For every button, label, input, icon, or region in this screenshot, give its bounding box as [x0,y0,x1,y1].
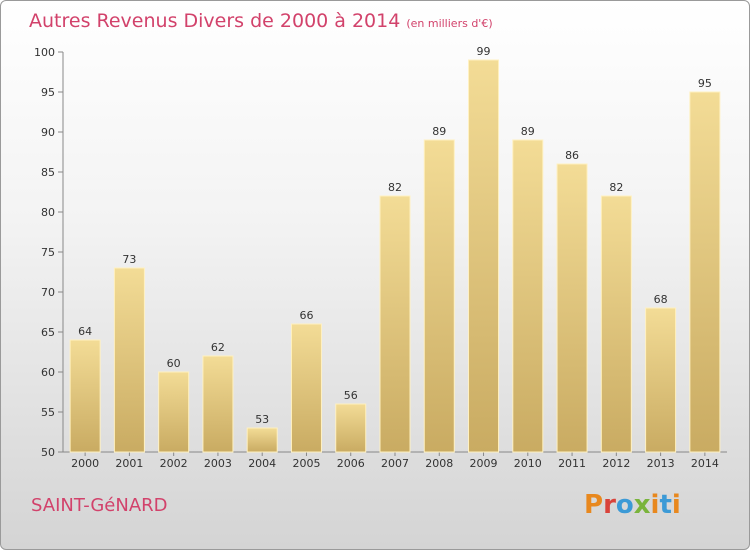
bar-value-label: 73 [122,253,136,266]
chart-labels: 64 2000 73 2001 60 2002 62 2003 53 2004 66 2005 56 20… [71,45,719,470]
bar-value-label: 82 [609,181,623,194]
bar [113,267,145,453]
bar-value-label: 53 [255,413,269,426]
bar-value-label: 82 [388,181,402,194]
x-tick-label: 2001 [115,457,143,470]
proxiti-logo[interactable]: Proxiti [584,490,681,520]
bar-value-label: 56 [344,389,358,402]
chart-title: Autres Revenus Divers de 2000 à 2014 [29,10,401,32]
chart-bars [69,59,721,453]
x-tick-label: 2000 [71,457,99,470]
bar [600,195,632,453]
y-tick-label: 90 [41,126,55,139]
chart-subtitle: (en milliers d'€) [406,17,493,30]
bar-value-label: 89 [521,125,535,138]
bar [158,371,190,453]
bar-value-label: 95 [698,77,712,90]
x-tick-label: 2005 [292,457,320,470]
commune-name: SAINT-GéNARD [31,495,168,516]
bar [423,139,455,453]
y-tick-label: 75 [41,246,55,259]
x-tick-label: 2009 [470,457,498,470]
bar-value-label: 64 [78,325,92,338]
bar [689,91,721,453]
y-tick-label: 85 [41,166,55,179]
x-tick-label: 2010 [514,457,542,470]
bar [512,139,544,453]
bar [379,195,411,453]
x-tick-label: 2002 [160,457,188,470]
bar-value-label: 99 [477,45,491,58]
bar-value-label: 68 [654,293,668,306]
x-tick-label: 2012 [602,457,630,470]
y-tick-label: 70 [41,286,55,299]
x-tick-label: 2013 [647,457,675,470]
y-tick-label: 95 [41,86,55,99]
x-tick-label: 2008 [425,457,453,470]
x-tick-label: 2006 [337,457,365,470]
bar-value-label: 86 [565,149,579,162]
bar [556,163,588,453]
x-tick-label: 2004 [248,457,276,470]
x-tick-label: 2007 [381,457,409,470]
y-tick-label: 55 [41,406,55,419]
y-tick-label: 80 [41,206,55,219]
bar [335,403,367,453]
y-tick-label: 65 [41,326,55,339]
x-tick-label: 2014 [691,457,719,470]
chart-header: Autres Revenus Divers de 2000 à 2014 (en … [29,10,493,32]
x-tick-label: 2003 [204,457,232,470]
y-tick-label: 50 [41,446,55,459]
bar-value-label: 89 [432,125,446,138]
bar [202,355,234,453]
bar [246,427,278,453]
x-tick-label: 2011 [558,457,586,470]
bar-value-label: 60 [167,357,181,370]
bar [290,323,322,453]
bar [69,339,101,453]
bar-value-label: 66 [299,309,313,322]
bar [468,59,500,453]
bar [645,307,677,453]
y-tick-label: 100 [34,46,55,59]
bar-value-label: 62 [211,341,225,354]
y-tick-label: 60 [41,366,55,379]
